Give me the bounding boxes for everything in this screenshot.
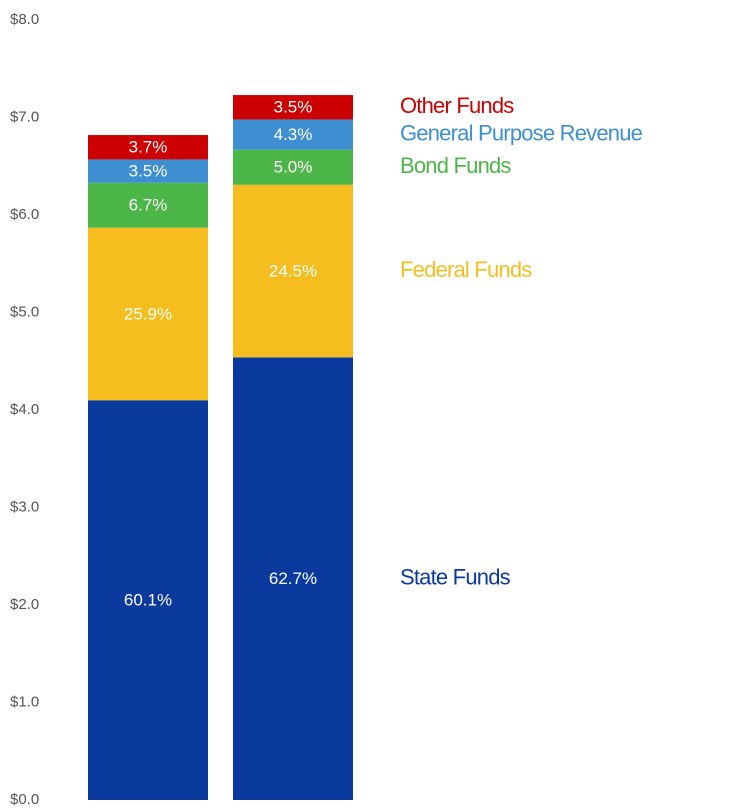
bar-segment: [88, 159, 208, 183]
legend-label: Bond Funds: [400, 153, 511, 178]
bar-segment: [88, 182, 208, 228]
y-tick-label: $1.0: [10, 693, 39, 710]
y-tick-label: $2.0: [10, 596, 39, 613]
bar-segment: [233, 149, 353, 185]
legend-label: General Purpose Revenue: [400, 120, 643, 145]
y-tick-label: $8.0: [10, 11, 39, 28]
y-tick-label: $4.0: [10, 401, 39, 418]
y-tick-label: $3.0: [10, 498, 39, 515]
segment-label: 3.5%: [129, 162, 168, 181]
segment-label: 62.7%: [269, 569, 317, 588]
bar-segment: [88, 227, 208, 401]
segment-label: 60.1%: [124, 591, 172, 610]
legend-label: Other Funds: [400, 93, 514, 118]
segment-label: 3.5%: [274, 98, 313, 117]
y-tick-label: $7.0: [10, 108, 39, 125]
segment-label: 3.7%: [129, 138, 168, 157]
legend-label: State Funds: [400, 564, 511, 589]
bar-segment: [233, 357, 353, 800]
segment-label: 6.7%: [129, 196, 168, 215]
y-tick-label: $6.0: [10, 206, 39, 223]
segment-label: 4.3%: [274, 125, 313, 144]
y-tick-label: $0.0: [10, 791, 39, 808]
bar-segment: [233, 184, 353, 358]
bar-segment: [88, 135, 208, 160]
bar-segment: [88, 400, 208, 800]
y-tick-label: $5.0: [10, 303, 39, 320]
segment-label: 5.0%: [274, 158, 313, 177]
segment-label: 25.9%: [124, 304, 172, 323]
bar-segment: [233, 119, 353, 150]
legend-label: Federal Funds: [400, 257, 532, 282]
bar-segment: [233, 95, 353, 120]
segment-label: 24.5%: [269, 262, 317, 281]
